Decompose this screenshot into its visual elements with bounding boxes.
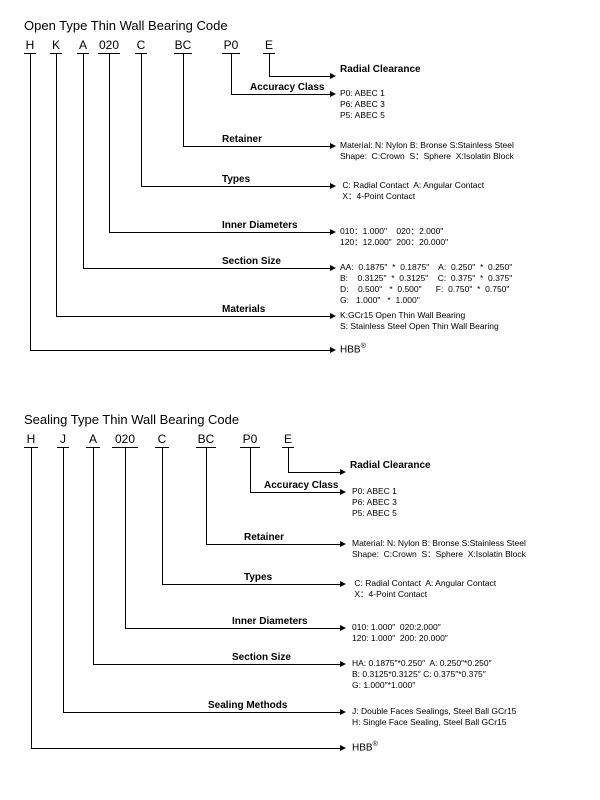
diagram-title: Sealing Type Thin Wall Bearing Code xyxy=(24,412,239,427)
row-label: Radial Clearance xyxy=(340,64,421,75)
row-label: Materials xyxy=(222,304,265,315)
connector-vertical xyxy=(83,54,84,268)
connector-vertical xyxy=(63,448,64,712)
arrow-right-icon xyxy=(330,229,336,235)
row-detail: HA: 0.1875″*0.250″ A: 0.250″*0.250″ B: 0… xyxy=(352,658,492,691)
connector-horizontal xyxy=(183,146,330,147)
connector-horizontal xyxy=(125,628,340,629)
row-label: Retainer xyxy=(244,532,284,543)
row-label: Accuracy Class xyxy=(264,480,339,491)
arrow-right-icon xyxy=(340,489,346,495)
row-label: Types xyxy=(222,174,250,185)
connector-horizontal xyxy=(269,76,330,77)
connector-vertical xyxy=(93,448,94,664)
connector-horizontal xyxy=(288,472,340,473)
arrow-right-icon xyxy=(340,745,346,751)
connector-vertical xyxy=(109,54,110,232)
footnote: HBB® xyxy=(352,741,378,753)
arrow-right-icon xyxy=(330,73,336,79)
row-label: Inner Diameters xyxy=(222,220,298,231)
code-segment: E xyxy=(263,38,275,54)
row-detail: 010: 1.000″ 020:2.000″ 120: 1.000″ 200: … xyxy=(352,622,448,644)
code-segment: C xyxy=(135,38,147,54)
row-label: Section Size xyxy=(222,256,281,267)
connector-horizontal xyxy=(250,492,340,493)
arrow-right-icon xyxy=(340,625,346,631)
code-segment: BC xyxy=(196,432,216,448)
row-label: Inner Diameters xyxy=(232,616,308,627)
connector-vertical xyxy=(141,54,142,186)
code-segment: J xyxy=(57,432,69,448)
footnote: HBB® xyxy=(340,343,366,355)
connector-vertical xyxy=(288,448,289,472)
row-detail: AA: 0.1875" * 0.1875" A: 0.250" * 0.250"… xyxy=(340,262,512,306)
row-label: Section Size xyxy=(232,652,291,663)
connector-vertical xyxy=(56,54,57,316)
code-segment: A xyxy=(86,432,100,448)
connector-horizontal xyxy=(63,712,340,713)
row-detail: K:GCr15 Open Thin Wall Bearing S: Stainl… xyxy=(340,310,499,332)
connector-horizontal xyxy=(109,232,330,233)
connector-vertical xyxy=(162,448,163,584)
arrow-right-icon xyxy=(340,661,346,667)
arrow-right-icon xyxy=(330,91,336,97)
code-segment: H xyxy=(24,38,36,54)
arrow-right-icon xyxy=(340,541,346,547)
connector-horizontal xyxy=(56,316,330,317)
code-segment: K xyxy=(50,38,62,54)
arrow-right-icon xyxy=(330,183,336,189)
connector-vertical xyxy=(30,54,31,350)
arrow-right-icon xyxy=(330,313,336,319)
connector-horizontal xyxy=(30,350,330,351)
row-detail: Material: N: Nylon B: Bronse S:Stainless… xyxy=(340,140,514,162)
row-detail: 010：1.000" 020：2.000" 120：12.000" 200：20… xyxy=(340,226,448,248)
row-label: Accuracy Class xyxy=(250,82,325,93)
row-label: Radial Clearance xyxy=(350,460,431,471)
connector-vertical xyxy=(231,54,232,94)
code-segment: 020 xyxy=(112,432,138,448)
arrow-right-icon xyxy=(340,469,346,475)
arrow-right-icon xyxy=(340,581,346,587)
code-segment: C xyxy=(155,432,169,448)
connector-horizontal xyxy=(162,584,340,585)
row-detail: J: Double Faces Sealings, Steel Ball GCr… xyxy=(352,706,516,728)
arrow-right-icon xyxy=(330,347,336,353)
connector-horizontal xyxy=(231,94,330,95)
row-label: Retainer xyxy=(222,134,262,145)
code-segment: BC xyxy=(174,38,192,54)
row-detail: P0: ABEC 1 P6: ABEC 3 P5: ABEC 5 xyxy=(352,486,397,519)
row-detail: P0: ABEC 1 P6: ABEC 3 P5: ABEC 5 xyxy=(340,88,385,121)
diagram-title: Open Type Thin Wall Bearing Code xyxy=(24,18,228,33)
row-detail: C: Radial Contact A: Angular Contact X：4… xyxy=(340,180,484,202)
arrow-right-icon xyxy=(330,143,336,149)
arrow-right-icon xyxy=(330,265,336,271)
connector-horizontal xyxy=(206,544,340,545)
connector-horizontal xyxy=(31,748,340,749)
connector-vertical xyxy=(125,448,126,628)
connector-horizontal xyxy=(141,186,330,187)
connector-vertical xyxy=(269,54,270,76)
code-segment: P0 xyxy=(240,432,260,448)
connector-vertical xyxy=(206,448,207,544)
row-label: Types xyxy=(244,572,272,583)
row-label: Sealing Methods xyxy=(208,700,287,711)
code-segment: H xyxy=(24,432,38,448)
connector-vertical xyxy=(31,448,32,748)
connector-vertical xyxy=(183,54,184,146)
connector-horizontal xyxy=(83,268,330,269)
code-segment: A xyxy=(77,38,89,54)
connector-horizontal xyxy=(93,664,340,665)
code-segment: E xyxy=(282,432,294,448)
code-segment: 020 xyxy=(98,38,120,54)
connector-vertical xyxy=(250,448,251,492)
row-detail: Material: N: Nylon B: Bronse S:Stainless… xyxy=(352,538,526,560)
arrow-right-icon xyxy=(340,709,346,715)
row-detail: C: Radial Contact A: Angular Contact X：4… xyxy=(352,578,496,600)
code-segment: P0 xyxy=(222,38,240,54)
